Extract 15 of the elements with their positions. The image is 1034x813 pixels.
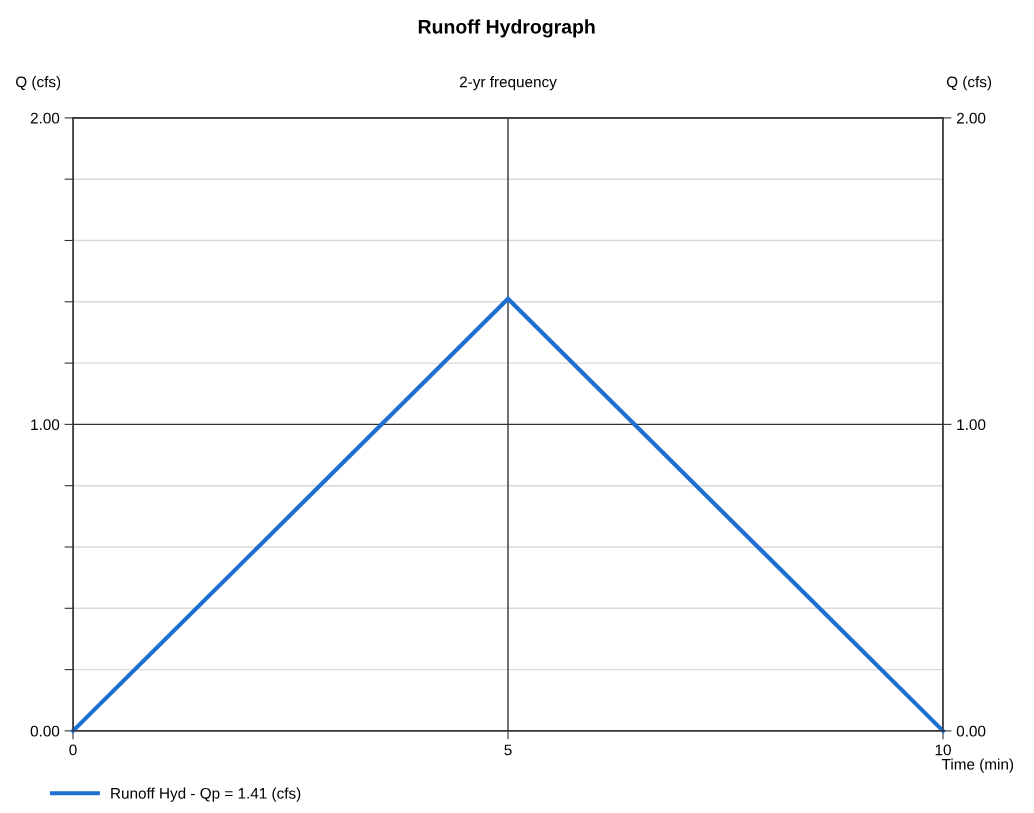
x-tick-label: 0: [69, 744, 77, 756]
y-tick-label: 2.00: [30, 112, 60, 124]
x-tick-label: 10: [935, 744, 951, 756]
y2-tick-label: 1.00: [957, 419, 986, 431]
chart-title: Runoff Hydrograph: [418, 19, 595, 38]
x-axis-title: Time (min): [941, 758, 1014, 773]
y-axis-title: Q (cfs): [16, 76, 61, 91]
legend-label: Runoff Hyd - Qp = 1.41 (cfs): [111, 787, 301, 802]
y2-tick-label: 0.00: [956, 725, 986, 737]
y2-axis-title: Q (cfs): [946, 76, 992, 91]
y2-tick-label: 2.00: [956, 112, 986, 124]
y-tick-label: 0.00: [30, 725, 60, 737]
x-tick-label: 5: [504, 744, 512, 756]
chart-subtitle: 2-yr frequency: [459, 76, 557, 91]
y-tick-label: 1.00: [31, 419, 60, 431]
